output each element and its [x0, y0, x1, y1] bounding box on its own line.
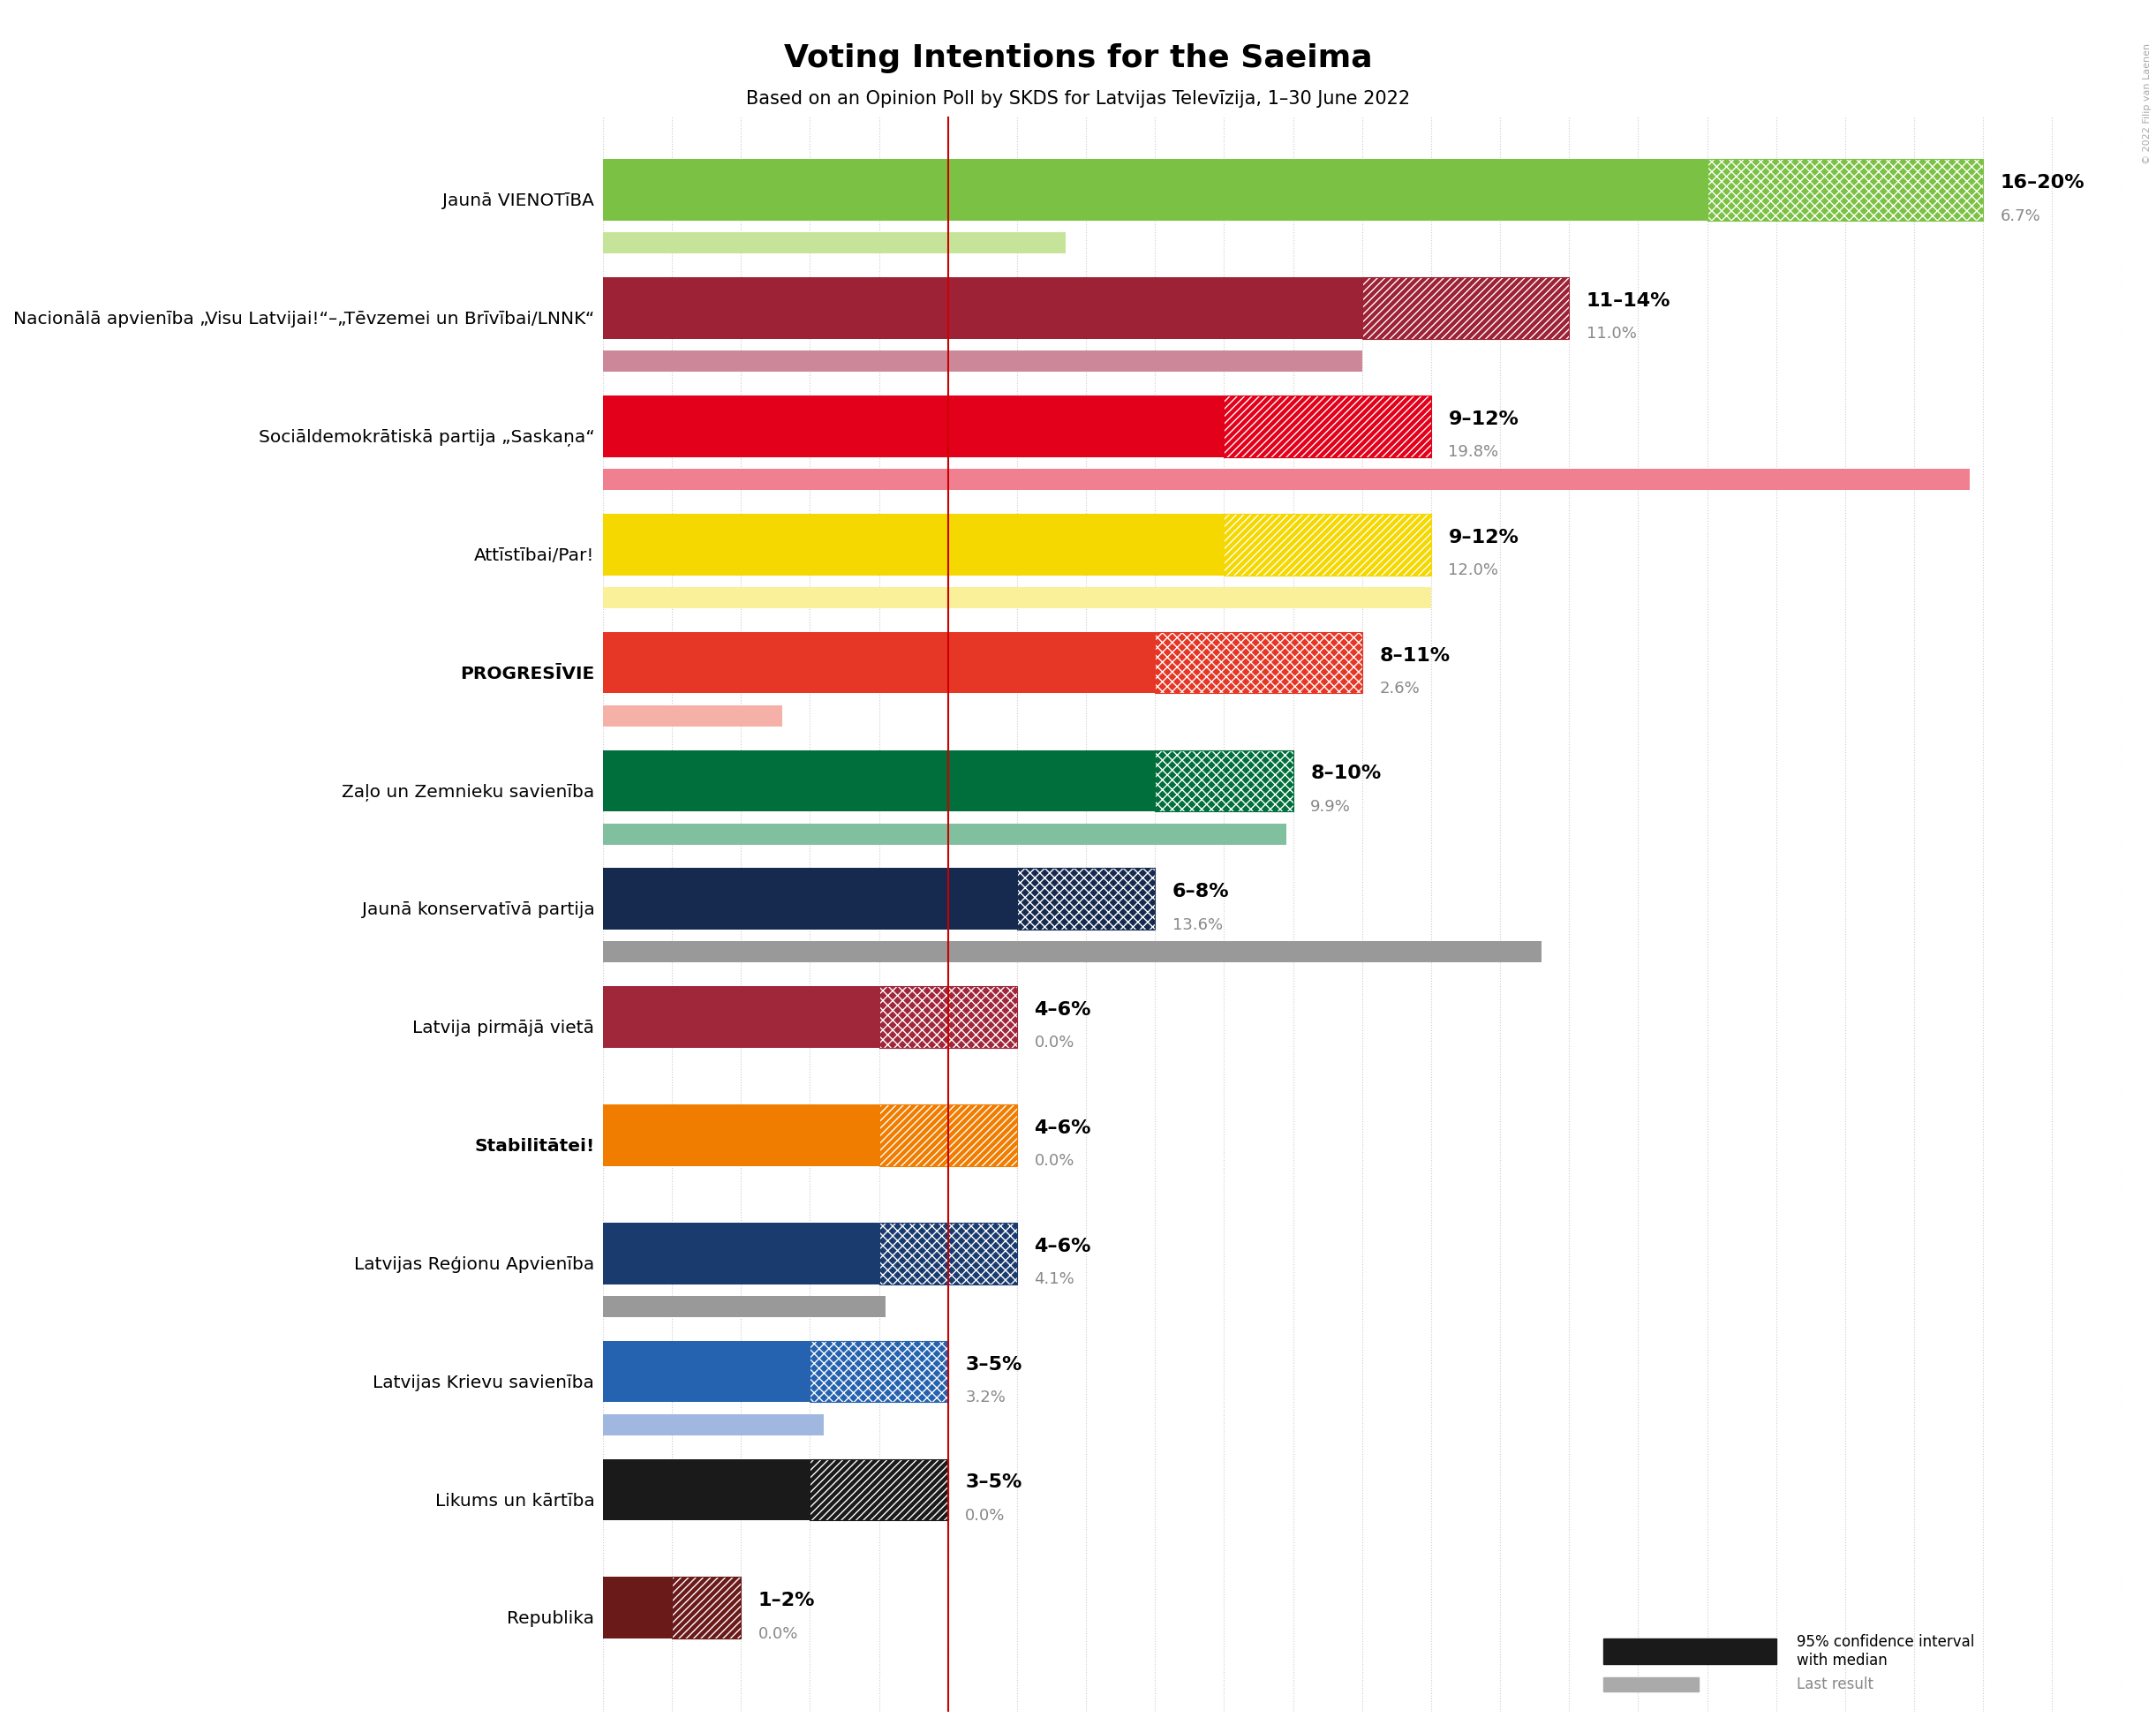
Bar: [880, 1104, 1018, 1166]
Bar: [604, 586, 1432, 609]
Bar: [880, 1223, 1018, 1283]
Text: 3.2%: 3.2%: [966, 1390, 1007, 1406]
Text: 9–12%: 9–12%: [1449, 411, 1518, 428]
Text: 16–20%: 16–20%: [2001, 174, 2085, 191]
Text: 0.0%: 0.0%: [1035, 1035, 1074, 1051]
Text: 4–6%: 4–6%: [1035, 1237, 1091, 1256]
Text: 2.6%: 2.6%: [1380, 681, 1421, 697]
Bar: [604, 278, 1363, 338]
Bar: [1225, 395, 1432, 457]
Bar: [604, 159, 1708, 221]
Bar: [811, 1340, 949, 1402]
Bar: [673, 1577, 742, 1639]
Bar: [1363, 278, 1570, 338]
Text: 11–14%: 11–14%: [1587, 292, 1671, 310]
Text: 8–11%: 8–11%: [1380, 647, 1451, 664]
Text: 1–2%: 1–2%: [759, 1592, 815, 1609]
Bar: [880, 1104, 1018, 1166]
Bar: [811, 1340, 949, 1402]
Text: 6.7%: 6.7%: [2001, 209, 2042, 224]
Bar: [604, 987, 880, 1047]
Bar: [811, 1459, 949, 1520]
Bar: [1708, 159, 1984, 221]
Bar: [1156, 750, 1294, 811]
Text: 13.6%: 13.6%: [1173, 918, 1222, 933]
Bar: [604, 350, 1363, 373]
Text: Voting Intentions for the Saeima: Voting Intentions for the Saeima: [785, 43, 1371, 72]
Text: 6–8%: 6–8%: [1173, 883, 1229, 900]
Bar: [604, 395, 1225, 457]
Bar: [1708, 159, 1984, 221]
Text: 11.0%: 11.0%: [1587, 326, 1636, 342]
Bar: [1018, 868, 1156, 930]
Bar: [604, 1577, 673, 1639]
Bar: [1156, 631, 1363, 693]
Bar: [604, 942, 1542, 963]
Bar: [880, 1223, 1018, 1283]
Bar: [604, 469, 1968, 490]
Bar: [604, 1459, 811, 1520]
Text: 4–6%: 4–6%: [1035, 1000, 1091, 1019]
Bar: [604, 631, 1156, 693]
Bar: [604, 868, 1018, 930]
Bar: [1604, 1677, 1699, 1692]
Text: 8–10%: 8–10%: [1311, 764, 1382, 783]
Text: 0.0%: 0.0%: [759, 1627, 798, 1642]
Bar: [880, 987, 1018, 1047]
Bar: [604, 1104, 880, 1166]
Text: 3–5%: 3–5%: [966, 1473, 1022, 1492]
Bar: [604, 750, 1156, 811]
Bar: [604, 514, 1225, 574]
Text: 12.0%: 12.0%: [1449, 562, 1498, 578]
Bar: [1363, 278, 1570, 338]
Bar: [1018, 868, 1156, 930]
Bar: [1225, 395, 1432, 457]
Bar: [1708, 1639, 1777, 1665]
Bar: [604, 706, 783, 726]
Text: 4–6%: 4–6%: [1035, 1120, 1091, 1137]
Bar: [604, 233, 1065, 254]
Bar: [1156, 631, 1363, 693]
Text: Last result: Last result: [1796, 1677, 1874, 1692]
Bar: [604, 1414, 824, 1435]
Text: 3–5%: 3–5%: [966, 1356, 1022, 1373]
Text: 9.9%: 9.9%: [1311, 799, 1352, 814]
Bar: [1225, 514, 1432, 574]
Text: 0.0%: 0.0%: [966, 1508, 1005, 1523]
Bar: [1604, 1639, 1708, 1665]
Text: Based on an Opinion Poll by SKDS for Latvijas Televīzija, 1–30 June 2022: Based on an Opinion Poll by SKDS for Lat…: [746, 90, 1410, 107]
Text: 19.8%: 19.8%: [1449, 445, 1498, 461]
Bar: [604, 1223, 880, 1283]
Text: 95% confidence interval
with median: 95% confidence interval with median: [1796, 1634, 1975, 1668]
Text: 0.0%: 0.0%: [1035, 1154, 1074, 1170]
Bar: [880, 987, 1018, 1047]
Text: 4.1%: 4.1%: [1035, 1271, 1074, 1287]
Bar: [604, 823, 1287, 845]
Text: © 2022 Filip van Laenen: © 2022 Filip van Laenen: [2143, 43, 2152, 164]
Bar: [604, 1295, 886, 1318]
Bar: [673, 1577, 742, 1639]
Bar: [1156, 750, 1294, 811]
Bar: [604, 1340, 811, 1402]
Bar: [811, 1459, 949, 1520]
Text: 9–12%: 9–12%: [1449, 528, 1518, 547]
Bar: [1225, 514, 1432, 574]
